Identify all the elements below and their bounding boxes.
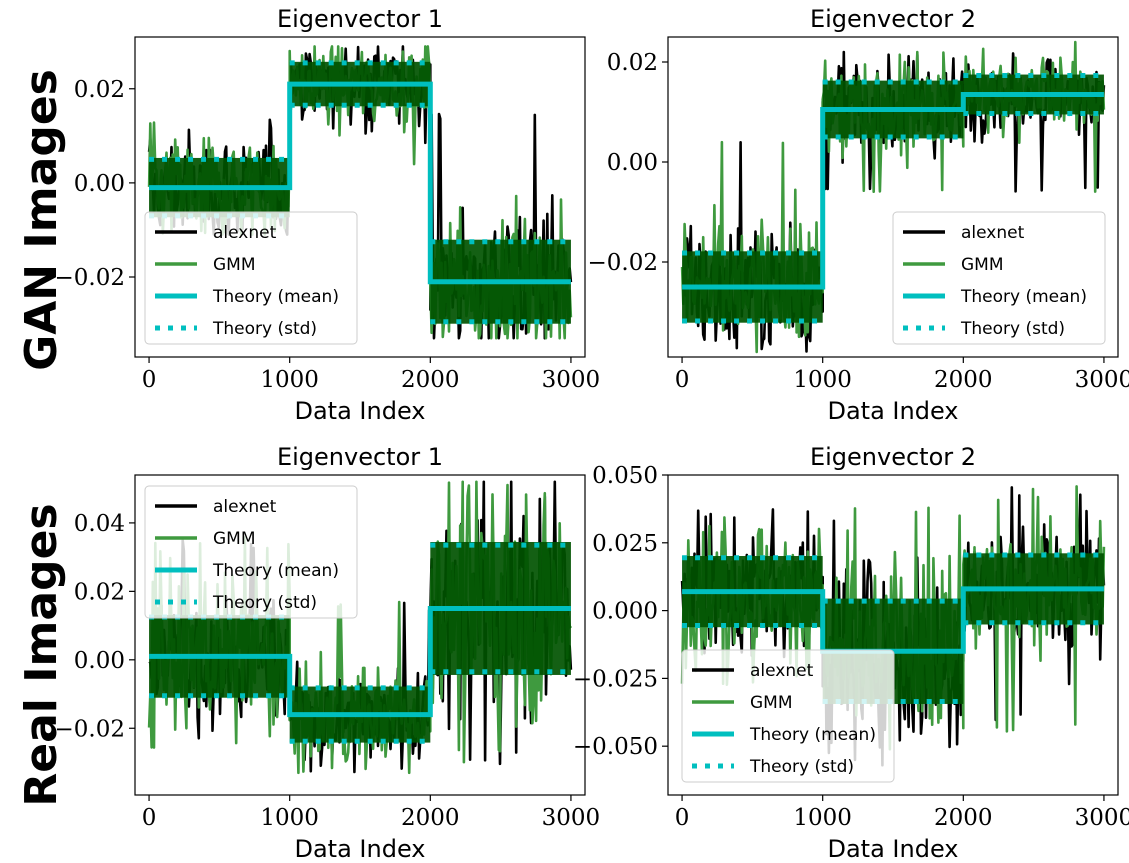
legend-box	[892, 211, 1106, 345]
chart-panel-4: 0 1000 2000 3000 −0.050 −0.025 0.000 0.025 0.050…	[573, 443, 1129, 863]
legend: alexnet GMM Theory (mean) Theory (std)	[144, 485, 358, 619]
legend-label: Theory (std)	[749, 757, 854, 777]
legend-label: alexnet	[750, 661, 814, 681]
axes-frame	[667, 36, 1119, 358]
legend-box	[144, 485, 358, 619]
legend-label: Theory (mean)	[212, 287, 339, 307]
x-tick-label: 1000	[260, 805, 319, 831]
legend: alexnet GMM Theory (mean) Theory (std)	[681, 649, 895, 783]
chart-panel-3: 0 1000 2000 3000 −0.02 0.00 0.02 0.04 Eigenvecto…	[55, 443, 601, 863]
legend-label: GMM	[213, 529, 256, 549]
x-tick-label: 1000	[260, 367, 319, 393]
chart-panel-1: 0 1000 2000 3000 −0.02 0.00 0.02 Eigenvector 1 D…	[55, 5, 601, 425]
y-tick-label: −0.050	[573, 734, 658, 760]
y-tick-label: 0.050	[592, 463, 658, 489]
legend-label: Theory (mean)	[749, 725, 876, 745]
chart-title: Eigenvector 2	[810, 443, 976, 471]
legend: alexnet GMM Theory (mean) Theory (std)	[144, 211, 358, 345]
row-label-real: Real Images	[16, 503, 67, 806]
x-tick-label: 3000	[1075, 367, 1129, 393]
x-axis-label: Data Index	[827, 835, 958, 863]
y-tick-label: 0.00	[607, 150, 658, 176]
legend-label: Theory (std)	[960, 319, 1065, 339]
legend-label: Theory (std)	[212, 319, 317, 339]
x-tick-label: 3000	[542, 805, 601, 831]
y-tick-label: −0.02	[55, 265, 125, 291]
x-tick-label: 2000	[934, 367, 993, 393]
x-tick-label: 0	[142, 367, 157, 393]
x-tick-label: 0	[675, 805, 690, 831]
series-theory-mean	[682, 92, 1104, 290]
x-tick-label: 2000	[401, 805, 460, 831]
x-tick-label: 1000	[793, 805, 852, 831]
legend-label: alexnet	[961, 223, 1025, 243]
y-tick-label: 0.02	[74, 77, 125, 103]
y-tick-label: 0.00	[74, 171, 125, 197]
y-tick-label: 0.00	[74, 648, 125, 674]
axes-frame	[134, 36, 586, 358]
y-tick-label: −0.025	[573, 666, 658, 692]
y-tick-label: 0.04	[74, 511, 125, 537]
x-tick-label: 3000	[1075, 805, 1129, 831]
row-label-gan: GAN Images	[16, 69, 67, 371]
axes-frame	[134, 474, 586, 796]
chart-title: Eigenvector 1	[277, 5, 443, 33]
legend-label: alexnet	[213, 497, 277, 517]
x-axis-label: Data Index	[294, 397, 425, 425]
plot-area	[147, 480, 573, 775]
chart-title: Eigenvector 2	[810, 5, 976, 33]
legend-label: Theory (mean)	[212, 561, 339, 581]
legend-label: GMM	[213, 255, 256, 275]
chart-title: Eigenvector 1	[277, 443, 443, 471]
y-tick-label: 0.000	[592, 599, 658, 625]
legend-label: alexnet	[213, 223, 277, 243]
legend-label: GMM	[961, 255, 1004, 275]
x-tick-label: 2000	[401, 367, 460, 393]
x-tick-label: 1000	[793, 367, 852, 393]
legend: alexnet GMM Theory (mean) Theory (std)	[892, 211, 1106, 345]
x-tick-label: 3000	[542, 367, 601, 393]
y-tick-label: 0.025	[592, 531, 658, 557]
y-tick-label: −0.02	[55, 716, 125, 742]
x-tick-label: 0	[142, 805, 157, 831]
x-tick-label: 0	[675, 367, 690, 393]
chart-panel-2: 0 1000 2000 3000 −0.02 0.00 0.02 Eigenvector 2 D…	[588, 5, 1129, 425]
y-tick-label: −0.02	[588, 250, 658, 276]
legend-box	[681, 649, 895, 783]
x-axis-label: Data Index	[294, 835, 425, 863]
legend-box	[144, 211, 358, 345]
series-theory-mean	[149, 81, 571, 285]
x-axis-label: Data Index	[827, 397, 958, 425]
y-tick-label: 0.02	[74, 579, 125, 605]
legend-label: Theory (mean)	[960, 287, 1087, 307]
x-tick-label: 2000	[934, 805, 993, 831]
legend-label: Theory (std)	[212, 593, 317, 613]
axes-frame	[667, 474, 1119, 796]
series-theory-mean	[149, 606, 571, 718]
plot-area	[680, 40, 1106, 354]
legend-label: GMM	[750, 693, 793, 713]
y-tick-label: 0.02	[607, 50, 658, 76]
